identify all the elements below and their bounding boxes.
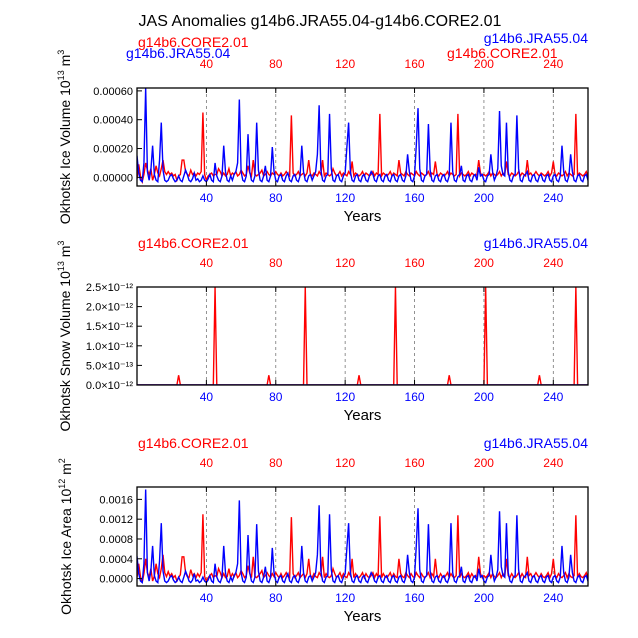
xtick-label: 160: [405, 390, 425, 404]
legend-core-left: g14b6.CORE2.01: [138, 235, 249, 251]
xtick-label: 240: [543, 591, 563, 605]
ytick-label: 0.0×10⁻¹²: [86, 380, 133, 392]
top-xtick-label: 200: [474, 456, 494, 470]
xtick-label: 120: [335, 390, 355, 404]
ytick-label: 0.00020: [93, 144, 133, 156]
xaxis-label: Years: [344, 208, 382, 225]
xtick-label: 120: [335, 191, 355, 205]
top-xtick-label: 240: [543, 57, 563, 71]
ytick-label: 0.0000: [99, 574, 133, 586]
top-xtick-label: 160: [405, 256, 425, 270]
top-xtick-label: 240: [543, 456, 563, 470]
legend-jra-right: g14b6.JRA55.04: [484, 435, 589, 451]
ytick-label: 0.0012: [99, 514, 133, 526]
top-xtick-label: 80: [269, 456, 283, 470]
xtick-label: 240: [543, 390, 563, 404]
xtick-label: 200: [474, 591, 494, 605]
legend-jra-right: g14b6.JRA55.04: [484, 235, 589, 251]
ytick-label: 0.0008: [99, 534, 133, 546]
panel-ice-area: 0.0000 0.0004 0.0008 0.0012 0.0016 40 80 120 160…: [57, 435, 589, 625]
ytick-label: 2.0×10⁻¹²: [86, 302, 133, 314]
panel-ice-volume: 0.00000 0.00020 0.00040 0.00060 40 80 120 160 20…: [56, 30, 589, 225]
top-xtick-label: 80: [269, 256, 283, 270]
top-xtick-label: 240: [543, 256, 563, 270]
xtick-label: 240: [543, 191, 563, 205]
plot-frame: [136, 87, 589, 187]
legend-jra-left: g14b6.JRA55.04: [126, 45, 231, 61]
ytick-label: 0.00000: [93, 172, 133, 184]
panels: 0.00000 0.00020 0.00040 0.00060 40 80 120 160 20…: [56, 30, 589, 625]
legend-core-left: g14b6.CORE2.01: [138, 34, 249, 50]
top-xtick-label: 120: [335, 57, 355, 71]
xtick-label: 80: [269, 390, 283, 404]
panel-snow-volume: 0.0×10⁻¹² 5.0×10⁻¹³ 1.0×10⁻¹² 1.5×10⁻¹² 2.0×…: [56, 235, 589, 432]
xtick-label: 120: [335, 591, 355, 605]
ytick-label: 1.5×10⁻¹²: [86, 321, 133, 333]
ytick-label: 0.0004: [99, 554, 133, 566]
series-line: [137, 489, 588, 584]
plot-area: [137, 88, 588, 185]
top-xtick-label: 80: [269, 57, 283, 71]
yaxis-label: Okhotsk Ice Area 1012 m2: [57, 458, 74, 615]
top-xtick-label: 160: [405, 456, 425, 470]
ytick-label: 1.0×10⁻¹²: [86, 341, 133, 353]
top-xtick-label: 200: [474, 256, 494, 270]
plot-area: [137, 489, 588, 584]
ytick-label: 2.5×10⁻¹²: [86, 282, 133, 294]
top-xtick-label: 120: [335, 256, 355, 270]
xtick-label: 80: [269, 191, 283, 205]
top-xtick-label: 40: [200, 256, 214, 270]
plot-frame: [136, 486, 589, 587]
xtick-label: 160: [405, 191, 425, 205]
plot-frame: [136, 286, 589, 386]
ytick-label: 0.00040: [93, 115, 133, 127]
figure-title: JAS Anomalies g14b6.JRA55.04-g14b6.CORE2…: [139, 13, 502, 30]
legend-core-left: g14b6.CORE2.01: [138, 435, 249, 451]
series-line: [137, 287, 588, 385]
xtick-label: 40: [200, 191, 214, 205]
plot-area: [137, 287, 588, 385]
top-xtick-label: 40: [200, 57, 214, 71]
ytick-label: 0.0016: [99, 494, 133, 506]
yaxis-label: Okhotsk Ice Volume 1013 m3: [56, 50, 73, 225]
ytick-label: 5.0×10⁻¹³: [86, 360, 133, 372]
xtick-label: 40: [200, 390, 214, 404]
xaxis-label: Years: [344, 407, 382, 424]
ytick-label: 0.00060: [93, 86, 133, 98]
xtick-label: 40: [200, 591, 214, 605]
top-xtick-label: 160: [405, 57, 425, 71]
xtick-label: 200: [474, 191, 494, 205]
yaxis-label: Okhotsk Snow Volume 1013 m3: [56, 241, 73, 432]
xtick-label: 200: [474, 390, 494, 404]
top-xtick-label: 200: [474, 57, 494, 71]
xtick-label: 80: [269, 591, 283, 605]
series-line: [137, 88, 588, 184]
legend-jra-right: g14b6.JRA55.04: [484, 30, 589, 46]
xaxis-label: Years: [344, 608, 382, 625]
legend-core-right: g14b6.CORE2.01: [447, 45, 558, 61]
top-xtick-label: 120: [335, 456, 355, 470]
xtick-label: 160: [405, 591, 425, 605]
top-xtick-label: 40: [200, 456, 214, 470]
